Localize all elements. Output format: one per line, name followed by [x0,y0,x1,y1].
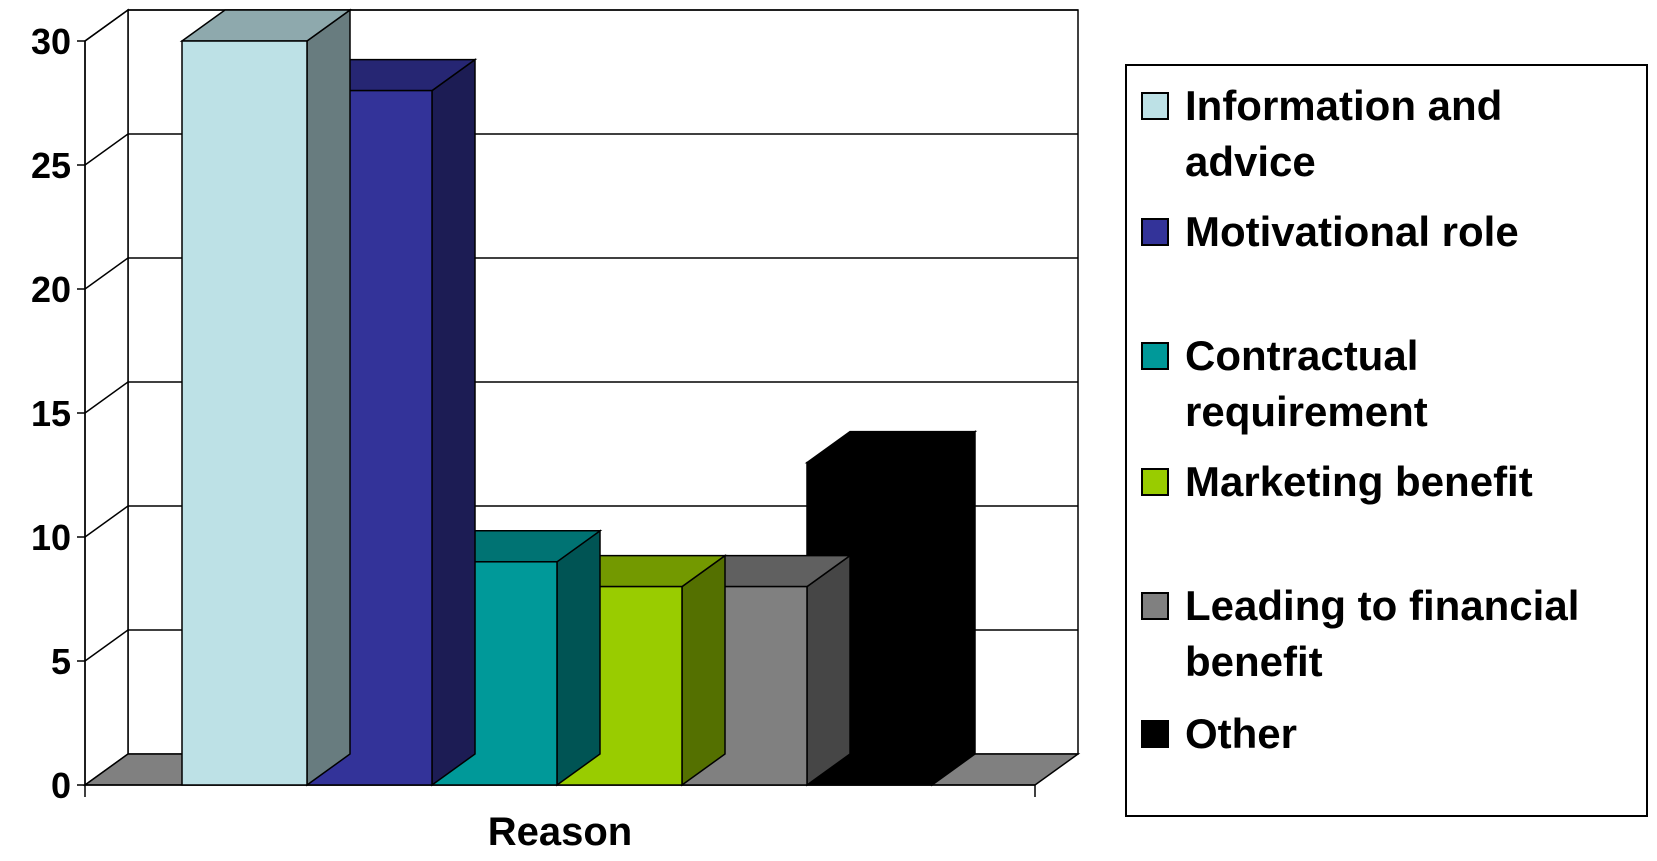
legend-item: Motivational role [1141,204,1625,260]
legend-label: Leading to financial benefit [1185,582,1580,685]
bar-front [181,40,308,786]
legend-swatch [1141,92,1169,120]
y-tick-label: 0 [51,765,71,806]
legend-label: Other [1185,710,1298,757]
legend-swatch [1141,720,1169,748]
legend: Information and advice Motivational role… [1125,64,1648,817]
bar-chart: 0 5 10 15 20 25 30 Reason [31,8,1081,854]
gridline [84,505,129,538]
legend-item: Other [1141,706,1625,762]
gridline [84,257,129,290]
legend-swatch [1141,218,1169,246]
legend-item: Leading to financial benefit [1141,578,1625,690]
legend-item: Contractual requirement [1141,328,1625,440]
y-tick-label: 20 [31,269,71,310]
legend-swatch [1141,468,1169,496]
bar-side [556,529,601,787]
legend-label: Information and advice [1185,82,1503,185]
y-tick-label: 5 [51,641,71,682]
bar-side [806,554,851,787]
y-tick-label: 10 [31,517,71,558]
legend-swatch [1141,342,1169,370]
legend-label: Contractual requirement [1185,332,1428,435]
y-tick-label: 15 [31,393,71,434]
legend-swatch [1141,592,1169,620]
bar-side [431,58,476,787]
legend-label: Marketing benefit [1185,458,1533,505]
legend-label: Motivational role [1185,208,1519,255]
y-tick-label: 25 [31,145,71,186]
gridline [84,133,129,166]
bar-side [681,554,726,787]
bar-side [306,8,351,787]
gridline [84,381,129,414]
x-axis-title: Reason [488,810,633,854]
y-tick-label: 30 [31,21,71,62]
legend-item: Marketing benefit [1141,454,1625,510]
bars [179,8,978,787]
gridline [84,629,129,662]
legend-item: Information and advice [1141,78,1625,190]
gridline [84,9,129,42]
bar [179,8,353,787]
bar-side [931,430,976,787]
